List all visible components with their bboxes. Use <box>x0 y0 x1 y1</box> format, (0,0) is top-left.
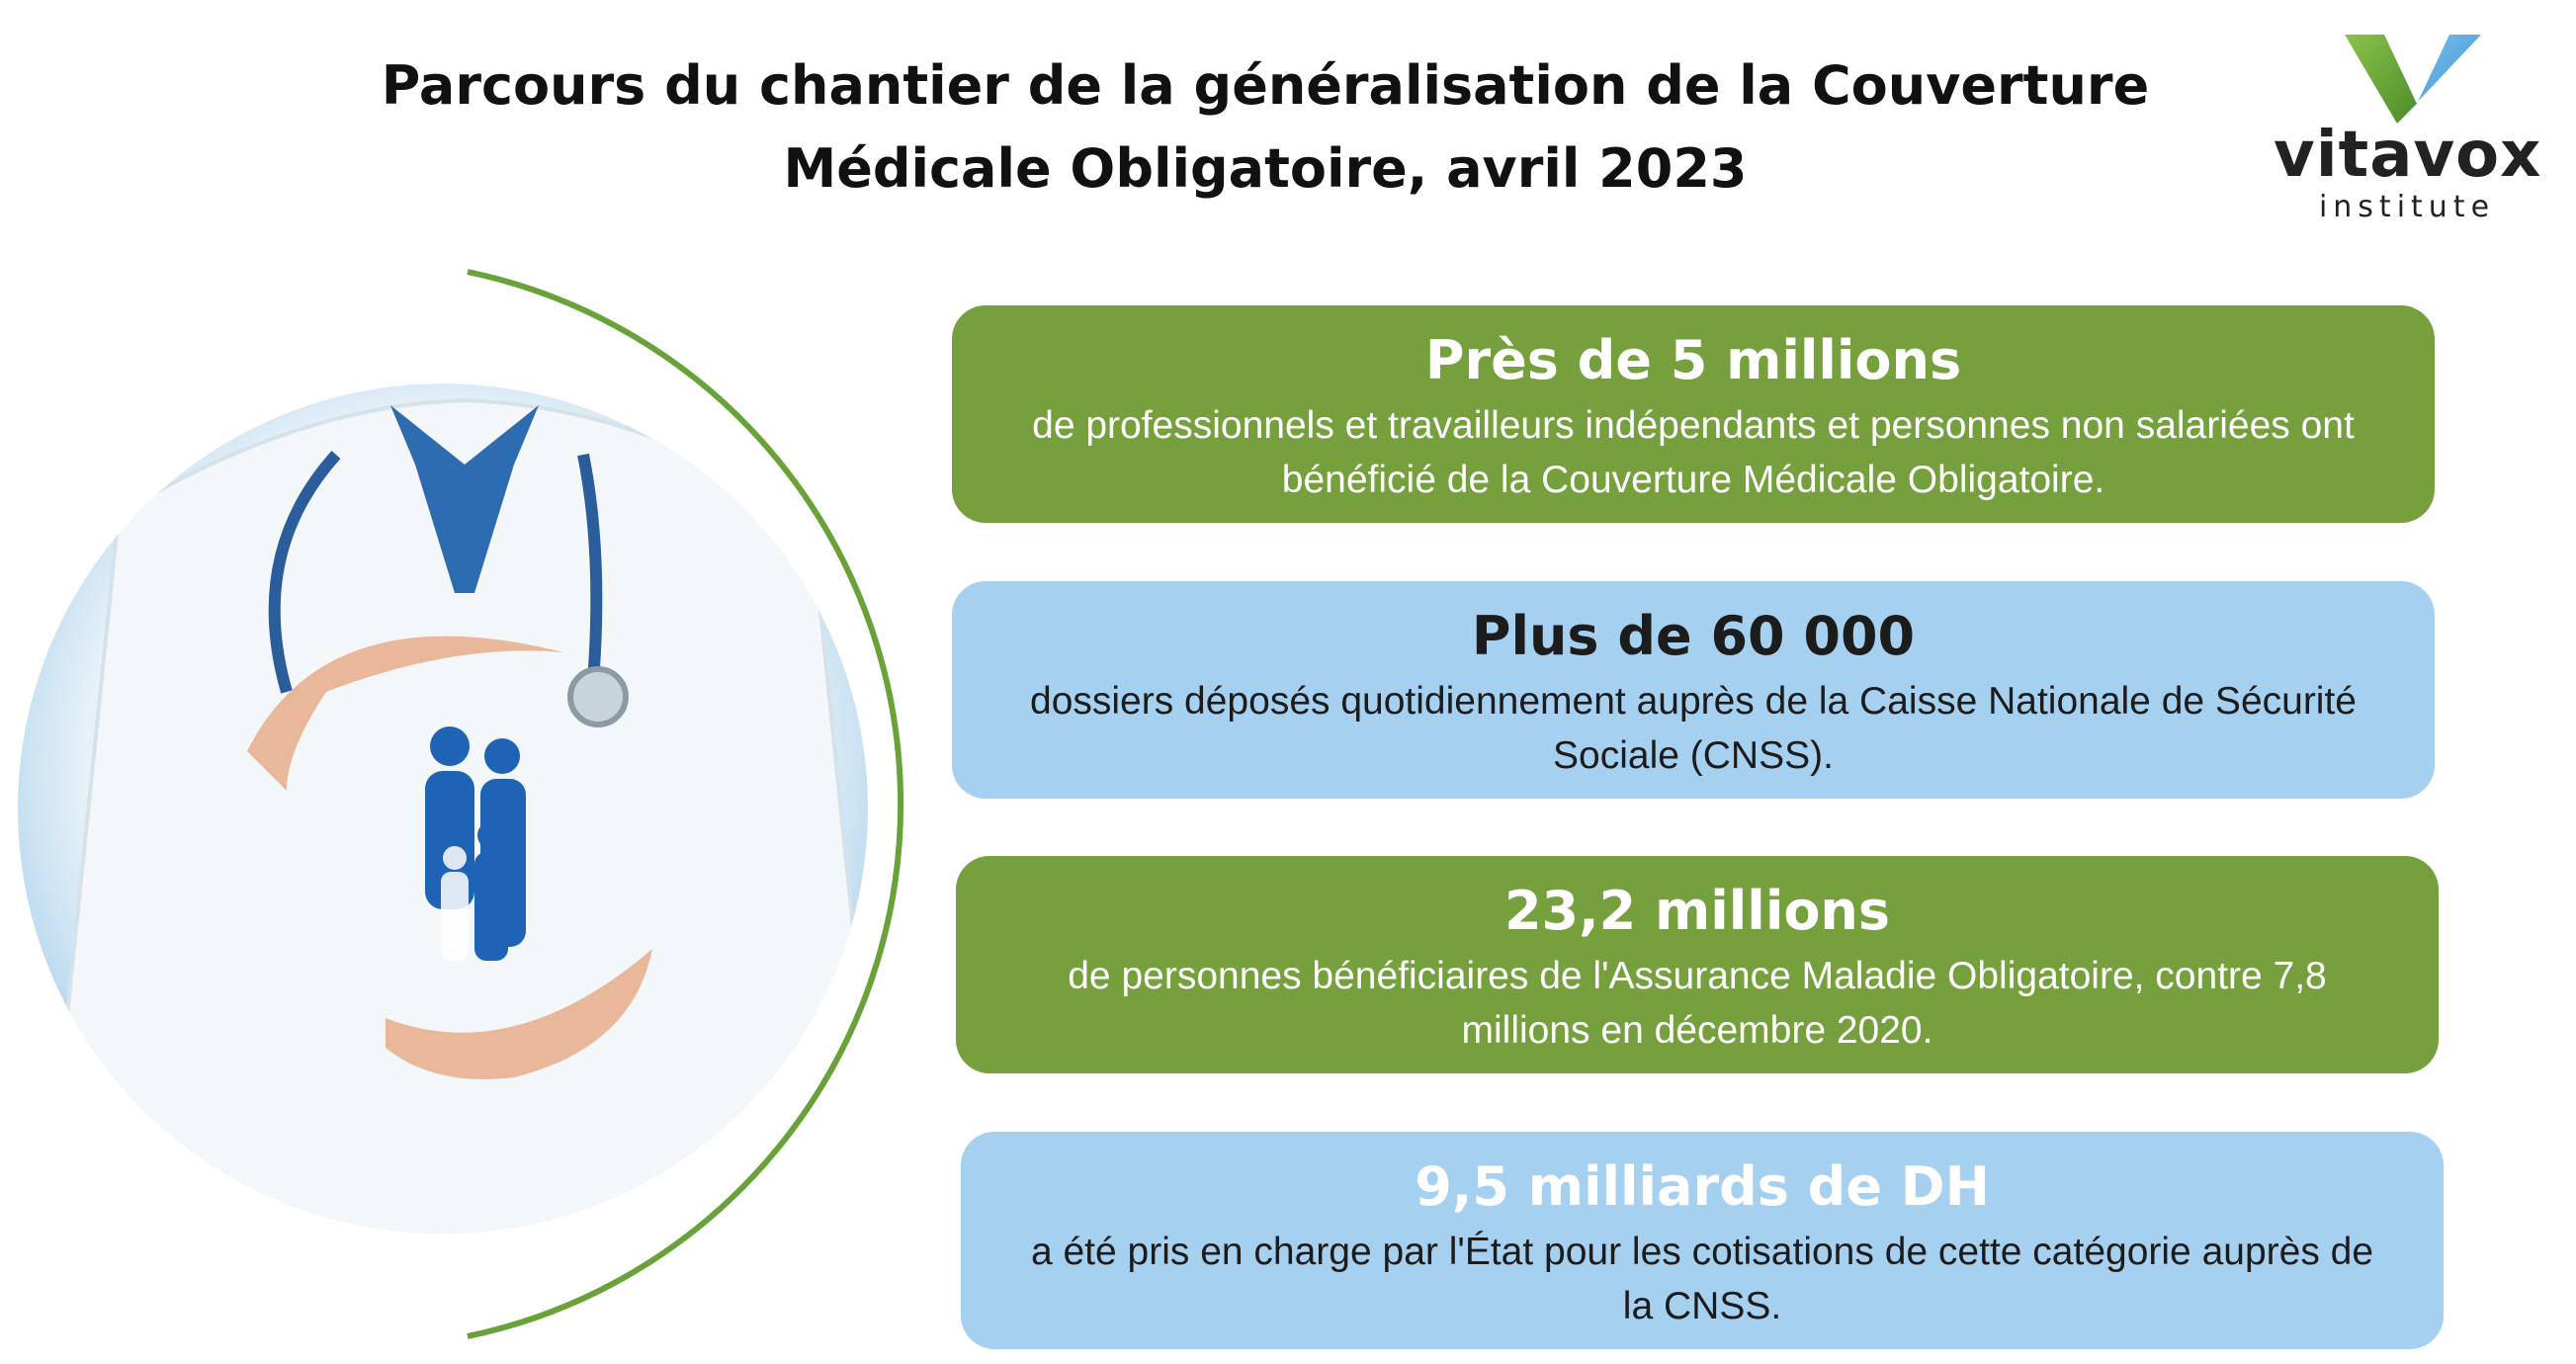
card-text: de personnes bénéficiaires de l'Assuranc… <box>1068 955 2327 1052</box>
card-text: a été pris en charge par l'État pour les… <box>1030 1231 2374 1327</box>
logo-mark <box>2397 35 2481 124</box>
title-line: Médicale Obligatoire, avril 2023 <box>783 137 1748 200</box>
card-heading: Plus de 60 000 <box>1471 605 1916 667</box>
logo-name: vitavox <box>2274 119 2542 192</box>
title-line: Parcours du chantier de la généralisatio… <box>381 54 2150 117</box>
card-text: dossiers déposés quotidiennement auprès … <box>1030 680 2357 777</box>
arc-divider <box>467 269 904 1339</box>
logo-mark <box>2345 35 2417 124</box>
stat-card: Près de 5 millions de professionnels et … <box>952 305 2435 523</box>
logo-tagline: institute <box>2318 190 2496 224</box>
card-heading: 23,2 millions <box>1503 880 1891 942</box>
card-text: de professionnels et travailleurs indépe… <box>1032 404 2355 501</box>
stat-card: 9,5 milliards de DH a été pris en charge… <box>961 1132 2444 1349</box>
doctor <box>37 397 868 1234</box>
stat-card: 23,2 millions de personnes bénéficiaires… <box>956 856 2439 1073</box>
card-heading: 9,5 milliards de DH <box>1415 1155 1990 1218</box>
title: Parcours du chantier de la généralisatio… <box>297 44 2234 211</box>
card-heading: Près de 5 millions <box>1424 329 1962 391</box>
stat-card: Plus de 60 000 dossiers déposés quotidie… <box>952 581 2435 799</box>
